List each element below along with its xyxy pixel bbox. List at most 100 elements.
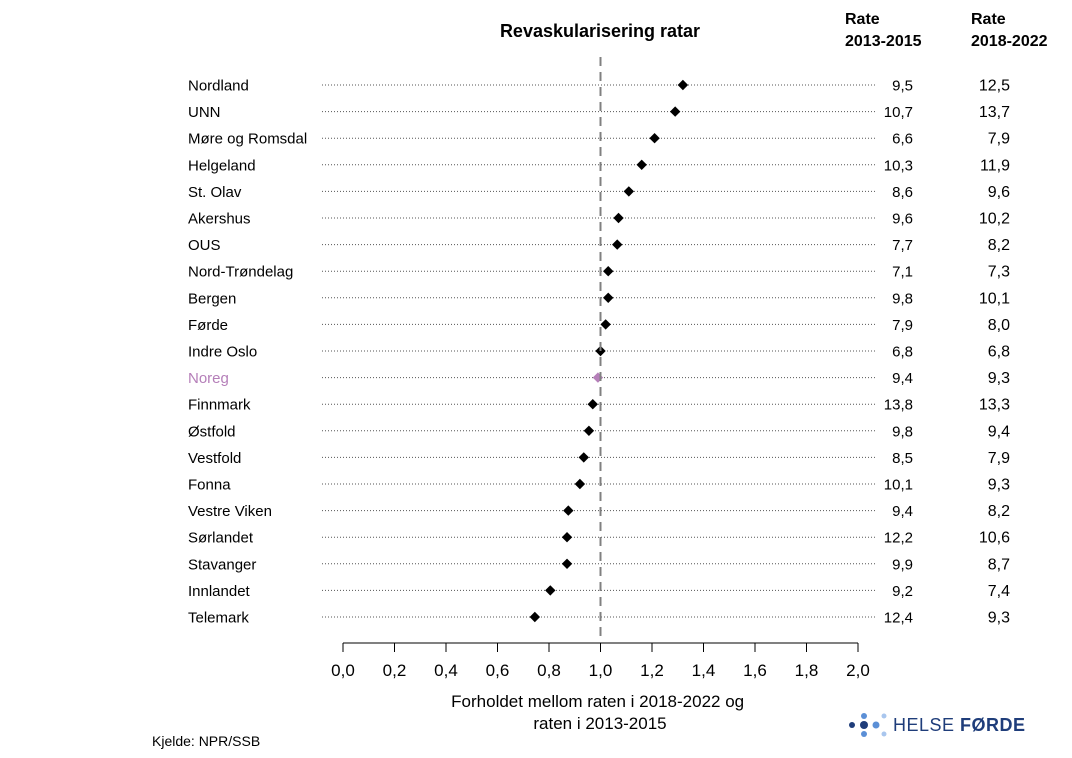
x-tick-label: 2,0 [846, 661, 870, 680]
region-label: Nord-Trøndelag [188, 264, 293, 281]
column-header-rate-2013-2015-line1: Rate [845, 11, 880, 28]
region-label: UNN [188, 104, 221, 121]
chart-title: Revaskularisering ratar [500, 21, 700, 41]
x-tick-label: 1,8 [795, 661, 819, 680]
column-header-rate-2018-2022-line1: Rate [971, 11, 1006, 28]
row-unn: UNN 10,7 13,7 [188, 104, 1010, 121]
x-tick-label: 0,8 [537, 661, 561, 680]
ratio-point [561, 558, 573, 569]
rate-2018-2022-value: 8,7 [988, 556, 1010, 573]
rate-2013-2015-value: 9,5 [892, 78, 913, 95]
rate-2013-2015-value: 9,4 [892, 370, 913, 387]
rate-2018-2022-value: 13,7 [979, 104, 1010, 121]
rate-2013-2015-value: 9,8 [892, 423, 913, 440]
logo-dot [881, 731, 887, 737]
x-tick-label: 1,4 [692, 661, 716, 680]
x-axis-label-line2: raten i 2013-2015 [533, 714, 666, 733]
region-label: Sørlandet [188, 530, 254, 547]
rate-2013-2015-value: 8,6 [892, 184, 913, 201]
rate-2013-2015-value: 6,6 [892, 131, 913, 148]
rate-2013-2015-value: 10,7 [884, 104, 913, 121]
region-label: Helgeland [188, 157, 256, 174]
ratio-point [636, 159, 647, 170]
rate-2013-2015-value: 9,2 [892, 583, 913, 600]
ratio-point [592, 372, 604, 383]
ratio-point [563, 505, 574, 516]
row-helgeland: Helgeland 10,3 11,9 [188, 157, 1010, 174]
row-vestre-viken: Vestre Viken 9,4 8,2 [188, 503, 1010, 520]
row-telemark: Telemark 12,4 9,3 [188, 610, 1010, 627]
source-note: Kjelde: NPR/SSB [152, 733, 260, 749]
rate-2013-2015-value: 7,9 [892, 317, 913, 334]
logo-text: HELSE FØRDE [893, 715, 1026, 735]
logo-dot [881, 713, 887, 719]
x-tick-label: 0,6 [486, 661, 510, 680]
rate-2013-2015-value: 9,6 [892, 211, 913, 228]
row-bergen: Bergen 9,8 10,1 [188, 290, 1010, 307]
row-nord-trøndelag: Nord-Trøndelag 7,1 7,3 [188, 264, 1010, 281]
logo-dot [861, 713, 867, 719]
rate-2018-2022-value: 10,2 [979, 211, 1010, 228]
rate-2018-2022-value: 13,3 [979, 397, 1010, 414]
region-label: Bergen [188, 290, 236, 307]
rate-2013-2015-value: 13,8 [884, 397, 913, 414]
rate-2018-2022-value: 7,9 [988, 450, 1010, 467]
ratio-point [613, 212, 624, 224]
region-label: Nordland [188, 78, 249, 95]
region-label: OUS [188, 237, 221, 254]
region-label: Noreg [188, 370, 229, 387]
rate-2018-2022-value: 9,6 [988, 184, 1010, 201]
rate-2018-2022-value: 6,8 [988, 344, 1010, 361]
column-header-rate-2018-2022: Rate 2018-2022 [971, 11, 1048, 50]
ratio-point [677, 79, 689, 91]
rate-2018-2022-value: 10,1 [979, 290, 1010, 307]
x-tick-label: 1,2 [640, 661, 664, 680]
logo-text-forde: FØRDE [960, 715, 1026, 735]
row-fonna: Fonna 10,1 9,3 [188, 477, 1010, 494]
rate-2018-2022-value: 7,4 [988, 583, 1010, 600]
ratio-point [603, 292, 614, 303]
rate-2013-2015-value: 7,1 [892, 264, 913, 281]
row-vestfold: Vestfold 8,5 7,9 [188, 450, 1010, 467]
rate-2013-2015-value: 9,8 [892, 290, 913, 307]
region-label: Vestfold [188, 450, 241, 467]
region-label: Fonna [188, 477, 231, 494]
rate-2018-2022-value: 9,3 [988, 370, 1010, 387]
rate-2013-2015-value: 12,4 [884, 610, 913, 627]
ratio-point [603, 266, 614, 277]
rate-2018-2022-value: 8,0 [988, 317, 1010, 334]
region-label: Innlandet [188, 583, 251, 600]
ratio-point [545, 585, 556, 596]
region-label: St. Olav [188, 184, 242, 201]
rate-2013-2015-value: 10,3 [884, 157, 913, 174]
column-header-rate-2018-2022-line2: 2018-2022 [971, 33, 1048, 50]
row-innlandet: Innlandet 9,2 7,4 [188, 583, 1010, 600]
rate-2013-2015-value: 10,1 [884, 477, 913, 494]
x-tick-label: 1,6 [743, 661, 767, 680]
region-label: Vestre Viken [188, 503, 272, 520]
rate-2013-2015-value: 9,4 [892, 503, 913, 520]
row-møre-og-romsdal: Møre og Romsdal 6,6 7,9 [188, 131, 1010, 148]
x-tick-label: 0,2 [383, 661, 407, 680]
rate-2018-2022-value: 8,2 [988, 503, 1010, 520]
rate-2018-2022-value: 10,6 [979, 530, 1010, 547]
row-østfold: Østfold 9,8 9,4 [188, 423, 1010, 440]
x-tick-label: 1,0 [589, 661, 613, 680]
x-tick-label: 0,4 [434, 661, 458, 680]
rate-2018-2022-value: 9,3 [988, 477, 1010, 494]
region-label: Østfold [188, 423, 236, 440]
ratio-point [587, 399, 598, 410]
logo-dot [860, 721, 868, 729]
row-finnmark: Finnmark 13,8 13,3 [188, 397, 1010, 414]
ratio-point [612, 239, 623, 250]
row-akershus: Akershus 9,6 10,2 [188, 211, 1010, 228]
row-noreg: Noreg 9,4 9,3 [188, 370, 1010, 387]
x-axis-label: Forholdet mellom raten i 2018-2022 og ra… [451, 692, 749, 733]
rate-2018-2022-value: 8,2 [988, 237, 1010, 254]
row-indre-oslo: Indre Oslo 6,8 6,8 [188, 344, 1010, 361]
rate-2018-2022-value: 7,3 [988, 264, 1010, 281]
ratio-point [578, 452, 589, 463]
logo-dot [861, 731, 867, 737]
logo-dot [872, 721, 880, 729]
logo-dot [849, 722, 855, 728]
